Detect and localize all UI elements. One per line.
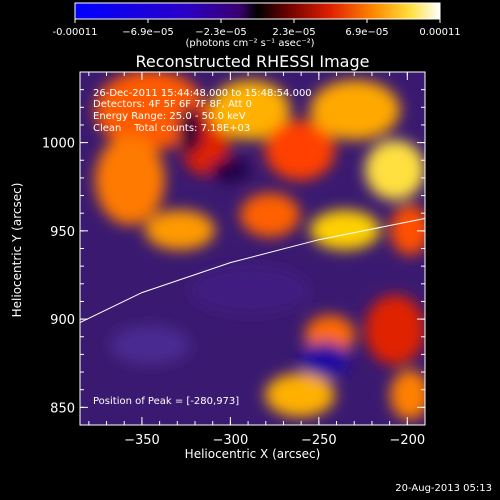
colorbar: -0.00011 −6.9e−05 −2.3e−05 2.3e−05 6.9e−05 0.… [53, 2, 461, 38]
y-axis-label: Heliocentric Y (arcsec) [10, 182, 24, 318]
colorbar-tick-label: 6.9e−05 [345, 27, 388, 38]
y-tick-label: 900 [50, 313, 75, 328]
colorbar-tick-label: 2.3e−05 [272, 27, 315, 38]
peak-position-label: Position of Peak = [-280,973] [93, 396, 240, 407]
x-axis: −350 −300 −250 −200 [88, 72, 426, 448]
y-tick-label: 1000 [42, 137, 75, 152]
y-axis: 850 900 950 1000 [42, 71, 425, 416]
colorbar-tick-label: -0.00011 [53, 27, 98, 38]
energy-range-label: Energy Range: 25.0 - 50.0 keV [93, 111, 246, 122]
solar-limb-curve [80, 218, 425, 324]
colorbar-tick-label: −2.3e−05 [195, 27, 247, 38]
colorbar-tick-label: 0.00011 [419, 27, 460, 38]
time-range-label: 26-Dec-2011 15:44:48.000 to 15:48:54.000 [93, 88, 312, 99]
x-tick-label: −300 [213, 433, 249, 448]
y-tick-label: 950 [50, 225, 75, 240]
plot-title: Reconstructed RHESSI Image [135, 52, 370, 71]
x-tick-label: −200 [389, 433, 425, 448]
x-tick-label: −350 [124, 433, 160, 448]
colorbar-gradient [74, 2, 441, 20]
y-tick-label: 850 [50, 401, 75, 416]
footer-timestamp: 20-Aug-2013 05:13 [395, 483, 492, 494]
clean-counts-label: Clean Total counts: 7.18E+03 [93, 123, 251, 134]
heatmap-blobs [95, 72, 425, 420]
detectors-label: Detectors: 4F 5F 6F 7F 8F, Att 0 [93, 99, 253, 110]
x-axis-label: Heliocentric X (arcsec) [184, 447, 321, 461]
colorbar-title: (photons cm⁻² s⁻¹ asec⁻²) [185, 38, 315, 49]
x-tick-label: −250 [301, 433, 337, 448]
colorbar-tick-label: −6.9e−05 [122, 27, 174, 38]
